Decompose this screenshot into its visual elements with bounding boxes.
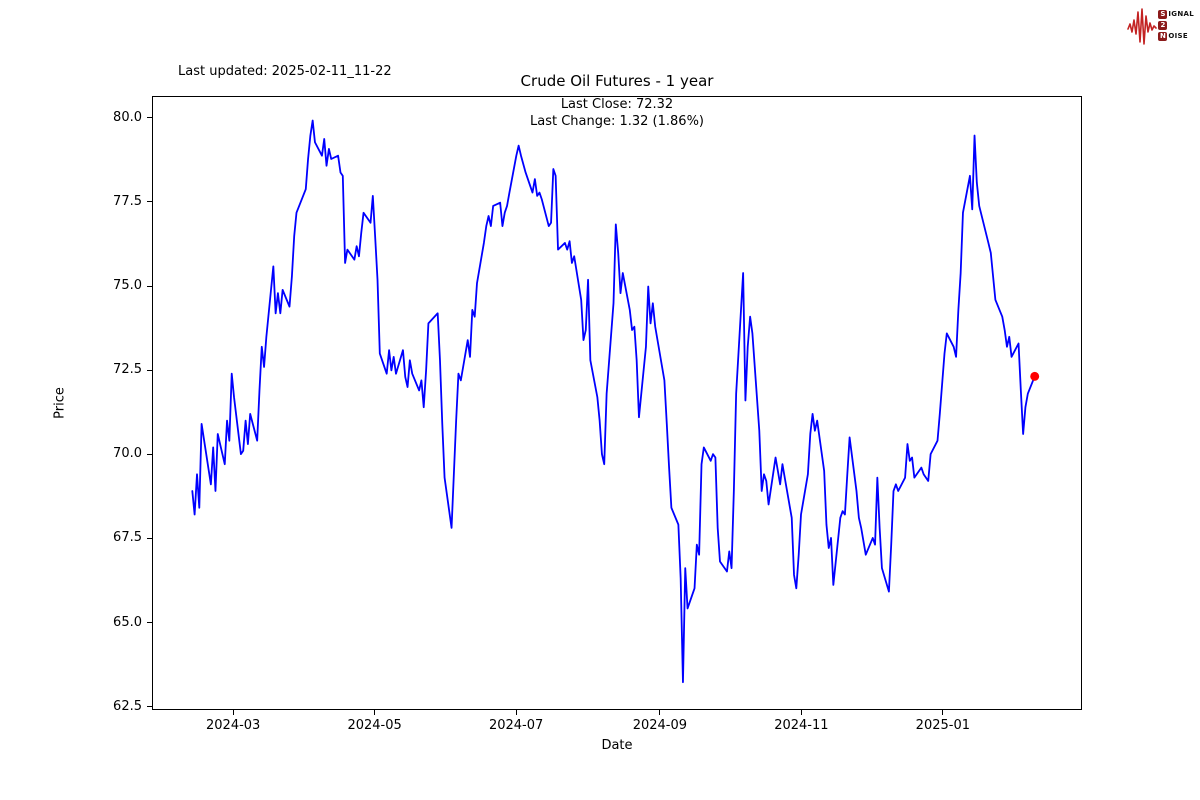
y-axis-label: Price — [52, 387, 68, 419]
logo-row-noise: N OISE — [1158, 31, 1194, 41]
y-tick-mark — [147, 369, 152, 371]
x-axis-label: Date — [601, 738, 633, 753]
logo-text-ignal: IGNAL — [1168, 10, 1194, 18]
last-close-marker — [1030, 371, 1040, 381]
logo-text-oise: OISE — [1168, 32, 1188, 40]
y-tick-mark — [147, 285, 152, 287]
y-tick-label: 62.5 — [113, 698, 142, 714]
y-tick-mark — [147, 453, 152, 455]
y-tick-label: 80.0 — [113, 109, 142, 125]
x-tick-label: 2024-07 — [488, 718, 544, 733]
chart-annotation: Last Close: 72.32 Last Change: 1.32 (1.8… — [152, 97, 1082, 130]
waveform-icon — [1127, 8, 1158, 45]
y-tick-label: 72.5 — [113, 362, 142, 378]
x-tick-label: 2024-09 — [632, 718, 688, 733]
annotation-last-close: Last Close: 72.32 — [560, 97, 674, 112]
y-tick-label: 77.5 — [113, 193, 142, 209]
plot-area — [152, 96, 1082, 710]
y-tick-mark — [147, 706, 152, 708]
logo-row-2: 2 — [1158, 20, 1194, 30]
price-line — [191, 119, 1036, 684]
chart-title: Crude Oil Futures - 1 year — [520, 72, 714, 90]
y-tick-mark — [147, 622, 152, 624]
y-tick-mark — [147, 537, 152, 539]
x-tick-mark — [374, 710, 376, 715]
x-tick-label: 2024-03 — [206, 718, 261, 733]
x-tick-mark — [515, 710, 517, 715]
y-tick-label: 67.5 — [113, 530, 142, 546]
y-tick-label: 70.0 — [113, 446, 142, 462]
x-tick-label: 2025-01 — [915, 718, 971, 733]
price-line-chart — [191, 119, 1040, 684]
x-tick-mark — [232, 710, 234, 715]
signal-2-noise-logo: S IGNAL 2 N OISE — [1127, 4, 1194, 46]
logo-letter-s: S — [1158, 9, 1168, 19]
y-tick-mark — [147, 117, 152, 119]
x-tick-mark — [800, 710, 802, 715]
logo-row-signal: S IGNAL — [1158, 9, 1194, 19]
logo-letter-2: 2 — [1158, 20, 1168, 30]
y-tick-label: 75.0 — [113, 278, 142, 294]
x-tick-label: 2024-11 — [774, 718, 829, 733]
annotation-last-change: Last Change: 1.32 (1.86%) — [529, 113, 704, 129]
y-tick-label: 65.0 — [113, 614, 142, 630]
x-tick-label: 2024-05 — [347, 718, 402, 733]
logo-letter-n: N — [1158, 31, 1168, 41]
y-tick-mark — [147, 201, 152, 203]
x-tick-mark — [659, 710, 661, 715]
last-updated-text: Last updated: 2025-02-11_11-22 — [178, 64, 392, 79]
x-tick-mark — [942, 710, 944, 715]
logo-text: S IGNAL 2 N OISE — [1158, 9, 1194, 41]
